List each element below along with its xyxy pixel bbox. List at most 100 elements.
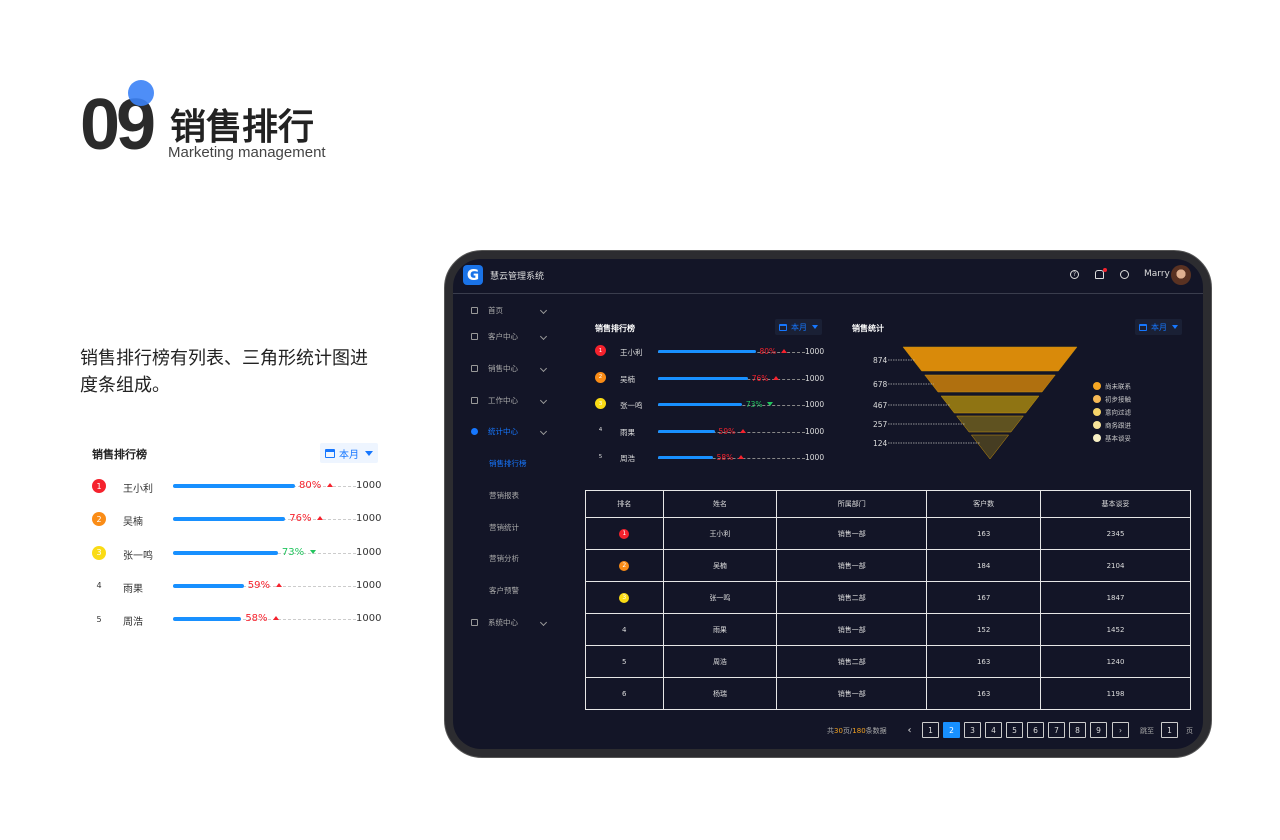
submenu-item-3[interactable]: 营销分析	[489, 554, 519, 564]
page-button[interactable]: 8	[1069, 722, 1086, 738]
rank-badge: 5	[96, 614, 102, 624]
page-unit: 页	[1186, 727, 1193, 735]
table-cell: 1847	[1040, 581, 1191, 614]
ranking-panel-title: 销售排行榜	[595, 324, 635, 333]
table-cell: 2345	[1040, 517, 1191, 550]
chevron-down-icon	[539, 427, 548, 436]
submenu-item-2[interactable]: 营销统计	[489, 522, 519, 532]
page-button[interactable]: 2	[943, 722, 960, 738]
cell-text: 2104	[1106, 561, 1125, 570]
table-row: 5 周浩 销售二部 163 1240	[585, 645, 1191, 678]
chevron-down-icon	[539, 306, 548, 315]
percent-label: 58%	[245, 613, 268, 625]
table-cell: 销售一部	[776, 517, 928, 550]
column-header: 姓名	[662, 490, 778, 518]
bell-icon[interactable]	[1095, 270, 1104, 279]
next-page-button[interactable]: ›	[1112, 722, 1129, 738]
cell-text: 163	[976, 529, 991, 538]
summary-prefix: 共	[827, 727, 834, 735]
user-name[interactable]: Marry	[1144, 269, 1170, 279]
table-row: 2 吴楠 销售一部 184 2104	[585, 549, 1191, 582]
cell-text: 张一鸣	[709, 593, 731, 602]
table-cell: 1240	[1040, 645, 1191, 678]
progress-bar	[173, 484, 295, 488]
legend-label: 基本谈妥	[1105, 434, 1132, 443]
prev-page-button[interactable]: ‹	[907, 724, 912, 736]
period-dropdown[interactable]: 本月	[320, 443, 378, 463]
sidebar-item-label: 销售中心	[488, 364, 518, 373]
column-header: 客户数	[926, 490, 1042, 518]
rank-badge: 1	[92, 479, 106, 493]
total-label: 1000	[356, 613, 382, 625]
app-title: 慧云管理系统	[490, 272, 545, 282]
cell-text: 销售一部	[837, 625, 866, 634]
sidebar-item-1[interactable]: 客户中心	[471, 331, 548, 342]
seller-name: 张一鸣	[620, 401, 643, 411]
funnel-value-label: 124	[873, 439, 888, 448]
total-label: 1000	[356, 480, 382, 491]
rank-badge: 5	[622, 657, 627, 666]
cell-text: 167	[976, 593, 991, 602]
seller-name: 吴楠	[123, 517, 143, 529]
seller-name: 周浩	[620, 454, 635, 464]
decorative-dot	[128, 80, 154, 106]
rank-badge: 2	[619, 560, 630, 571]
table-cell: 张一鸣	[662, 581, 778, 614]
page-button[interactable]: 4	[985, 722, 1002, 738]
table-cell: 销售一部	[776, 613, 928, 646]
table-cell: 163	[926, 517, 1042, 550]
rank-badge: 3	[619, 592, 630, 603]
legend-swatch	[1093, 434, 1101, 442]
cell-text: 销售一部	[837, 689, 866, 698]
sidebar-item-0[interactable]: 首页	[471, 305, 548, 316]
sidebar-item-3[interactable]: 工作中心	[471, 395, 548, 406]
sidebar-item-2[interactable]: 销售中心	[471, 363, 548, 374]
table-row: 4 雨果 销售一部 152 1452	[585, 613, 1191, 646]
page-button[interactable]: 5	[1006, 722, 1023, 738]
table-row: 6 杨瑞 销售一部 163 1198	[585, 677, 1191, 710]
dropdown-label: 本月	[1151, 322, 1167, 332]
power-icon[interactable]	[1120, 270, 1129, 279]
rank-badge: 6	[622, 689, 627, 698]
table-cell: 152	[926, 613, 1042, 646]
table-cell: 雨果	[662, 613, 778, 646]
table-cell: 184	[926, 549, 1042, 582]
column-header: 基本谈妥	[1040, 490, 1191, 518]
submenu-item-1[interactable]: 营销报表	[489, 490, 519, 500]
table-cell: 3	[585, 581, 664, 614]
rank-badge: 3	[595, 398, 606, 409]
page-button[interactable]: 7	[1048, 722, 1065, 738]
submenu-item-0[interactable]: 销售排行榜	[489, 459, 527, 468]
rank-badge: 3	[92, 545, 106, 560]
cell-text: 雨果	[712, 625, 727, 634]
help-icon[interactable]: ?	[1070, 270, 1079, 279]
ranking-period-dropdown[interactable]: 本月	[775, 319, 822, 335]
app-logo: G	[463, 265, 483, 285]
jump-input[interactable]: 1	[1161, 722, 1178, 738]
trend-up-icon	[327, 483, 333, 487]
cell-text: 2345	[1106, 529, 1125, 538]
avatar[interactable]	[1171, 265, 1191, 285]
seller-name: 雨果	[123, 583, 143, 595]
percent-label: 76%	[751, 373, 769, 383]
total-label: 1000	[805, 347, 825, 357]
percent-label: 59%	[247, 579, 270, 591]
page-subtitle: Marketing management	[168, 144, 326, 161]
total-label: 1000	[805, 453, 825, 463]
seller-name: 王小利	[620, 348, 643, 358]
table-cell: 王小利	[662, 517, 778, 550]
page-button[interactable]: 6	[1027, 722, 1044, 738]
table-cell: 1	[585, 517, 664, 550]
sidebar-item-4[interactable]: 统计中心	[471, 426, 548, 437]
sidebar-item-label: 工作中心	[488, 396, 518, 405]
submenu-item-4[interactable]: 客户预警	[489, 586, 519, 596]
page-button[interactable]: 1	[922, 722, 939, 738]
funnel-period-dropdown[interactable]: 本月	[1135, 319, 1182, 335]
table-cell: 销售二部	[776, 645, 928, 678]
sidebar-item-5[interactable]: 系统中心	[471, 617, 548, 628]
jump-label: 跳至	[1140, 727, 1154, 735]
page-button[interactable]: 9	[1090, 722, 1107, 738]
cell-text: 163	[976, 689, 991, 698]
trend-up-icon	[275, 582, 282, 587]
page-button[interactable]: 3	[964, 722, 981, 738]
